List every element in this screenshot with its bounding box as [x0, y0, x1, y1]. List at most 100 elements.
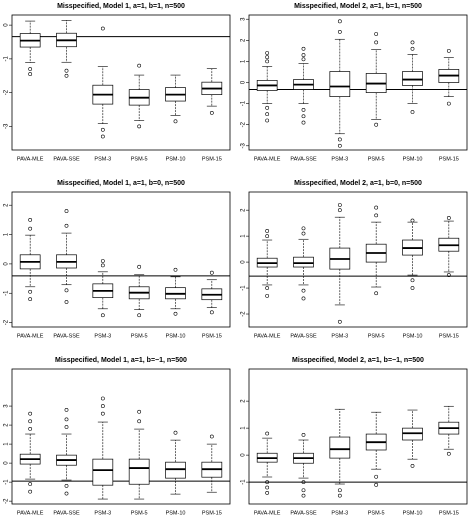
outlier: [100, 259, 105, 263]
outlier: [301, 493, 306, 498]
y-tick-label: -2: [241, 121, 247, 127]
outlier: [301, 46, 306, 51]
y-tick-label: 2: [4, 423, 10, 427]
box: [329, 436, 351, 459]
outlier: [100, 396, 105, 401]
box: [92, 458, 114, 486]
y-tick-label: 0: [4, 23, 10, 27]
outlier: [410, 278, 415, 283]
outlier: [265, 431, 270, 436]
outlier: [137, 124, 142, 129]
outlier: [137, 313, 142, 318]
y-tick-label: -1: [4, 479, 10, 485]
y-tick-label: 0: [241, 260, 247, 264]
chart-title: Misspecified, Model 2, a=1, b=−1, n=500: [292, 357, 424, 364]
outlier: [446, 273, 451, 277]
plot-frame: [248, 368, 468, 505]
outlier: [100, 411, 105, 416]
x-tick-label: PAVA-SSE: [290, 510, 317, 516]
outlier: [410, 218, 415, 223]
outlier: [173, 267, 178, 272]
outlier: [337, 319, 342, 324]
outlier: [28, 297, 33, 302]
outlier: [137, 409, 142, 414]
y-tick-label: 1: [4, 442, 10, 446]
x-tick-label: PSM-5: [368, 156, 385, 162]
x-tick-label: PAVA-MLE: [17, 333, 44, 339]
outlier: [28, 72, 33, 76]
chart-title: Misspecified, Model 1, a=1, b=−1, n=500: [55, 357, 187, 364]
outlier: [301, 114, 306, 119]
y-tick-label: -2: [4, 319, 10, 325]
outlier: [209, 310, 214, 315]
outlier: [137, 264, 142, 269]
box: [165, 461, 186, 479]
outlier: [64, 425, 69, 429]
outlier: [28, 419, 33, 424]
outlier: [337, 203, 342, 207]
x-tick-label: PSM-3: [94, 156, 111, 162]
outlier: [410, 464, 415, 468]
outlier: [265, 293, 270, 298]
y-tick-label: -1: [4, 290, 10, 296]
box: [402, 71, 423, 86]
outlier: [410, 286, 415, 290]
outlier: [64, 491, 69, 496]
outlier: [64, 73, 69, 78]
outlier: [64, 484, 69, 488]
outlier: [337, 488, 342, 493]
outlier: [301, 296, 306, 301]
y-tick-label: 0: [241, 453, 247, 457]
outlier: [446, 216, 451, 220]
box: [329, 71, 351, 97]
outlier: [301, 231, 306, 236]
outlier: [374, 474, 379, 479]
x-tick-label: PSM-3: [94, 333, 111, 339]
y-tick-label: -3: [4, 123, 10, 129]
x-tick-label: PSM-10: [166, 156, 186, 162]
outlier: [28, 482, 33, 486]
outlier: [100, 313, 105, 318]
outlier: [28, 67, 33, 71]
outlier: [337, 137, 342, 142]
outlier: [28, 489, 33, 494]
x-tick-label: PAVA-SSE: [53, 156, 80, 162]
x-tick-label: PSM-10: [166, 510, 186, 516]
outlier: [337, 208, 342, 213]
outlier: [100, 263, 105, 268]
y-tick-label: 0: [241, 80, 247, 84]
x-tick-label: PAVA-SSE: [53, 510, 80, 516]
x-tick-label: PSM-5: [131, 333, 148, 339]
y-tick-label: -2: [241, 311, 247, 317]
plot-frame: [11, 368, 231, 505]
outlier: [301, 488, 306, 493]
outlier: [301, 432, 306, 437]
outlier: [100, 134, 105, 139]
outlier: [173, 430, 178, 435]
x-tick-label: PSM-5: [368, 510, 385, 516]
outlier: [374, 291, 379, 296]
outlier: [301, 120, 306, 125]
outlier: [265, 229, 270, 233]
outlier: [337, 493, 342, 498]
x-tick-label: PAVA-MLE: [254, 510, 281, 516]
outlier: [301, 288, 306, 293]
y-tick-label: 3: [4, 404, 10, 408]
outlier: [28, 226, 33, 231]
y-tick-label: -1: [241, 285, 247, 291]
x-tick-label: PAVA-SSE: [53, 333, 80, 339]
outlier: [301, 53, 306, 57]
y-tick-label: 2: [4, 203, 10, 207]
outlier: [337, 29, 342, 34]
x-tick-label: PSM-5: [131, 156, 148, 162]
y-tick-label: 1: [241, 234, 247, 238]
y-tick-label: 2: [241, 38, 247, 42]
outlier: [446, 48, 451, 53]
outlier: [301, 108, 306, 112]
outlier: [64, 209, 69, 213]
outlier: [137, 63, 142, 68]
outlier: [374, 213, 379, 218]
plot-frame: [248, 14, 468, 151]
chart-title: Misspecified, Model 2, a=1, b=0, n=500: [294, 180, 422, 187]
